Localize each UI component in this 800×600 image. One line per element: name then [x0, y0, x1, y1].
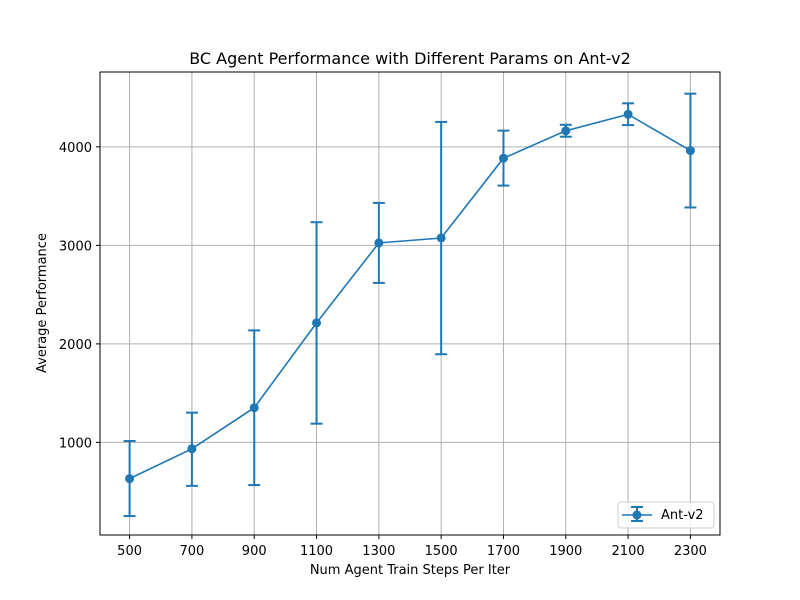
legend: Ant-v2 [617, 501, 715, 529]
x-tick-label: 1900 [549, 544, 582, 559]
y-axis-label: Average Performance [35, 233, 50, 373]
y-tick-label: 3000 [59, 239, 92, 254]
x-tick-label: 2300 [674, 544, 707, 559]
data-points [125, 109, 695, 484]
chart-title: BC Agent Performance with Different Para… [189, 49, 631, 68]
data-point [187, 444, 197, 454]
data-point [498, 153, 508, 163]
data-point [374, 238, 384, 248]
data-point [125, 474, 135, 484]
y-ticks: 1000 2000 3000 4000 [59, 141, 100, 451]
x-tick-label: 1500 [425, 544, 458, 559]
data-point [249, 403, 259, 413]
data-point [561, 126, 571, 136]
x-ticks: 500 700 900 1100 1300 1500 1700 1900 2100 2300 [117, 535, 707, 559]
plot-frame [99, 71, 721, 536]
x-tick-label: 1100 [300, 544, 333, 559]
series-line-group [129, 113, 691, 480]
y-tick-label: 2000 [59, 338, 92, 353]
data-point [623, 109, 633, 119]
x-tick-label: 700 [179, 544, 204, 559]
x-tick-label: 1300 [362, 544, 395, 559]
y-tick-label: 1000 [59, 436, 92, 451]
x-tick-label: 900 [242, 544, 267, 559]
data-point [436, 233, 446, 243]
x-tick-label: 1700 [487, 544, 520, 559]
grid [100, 72, 720, 535]
series-line-ant-v2 [129, 113, 691, 480]
legend-label-ant-v2: Ant-v2 [661, 508, 704, 523]
x-axis-label: Num Agent Train Steps Per Iter [310, 563, 511, 578]
legend-marker [622, 506, 652, 522]
y-tick-label: 4000 [59, 141, 92, 156]
x-tick-label: 500 [117, 544, 142, 559]
legend-point [632, 510, 642, 520]
data-point [312, 318, 322, 328]
data-point [685, 146, 695, 156]
x-tick-label: 2100 [612, 544, 645, 559]
